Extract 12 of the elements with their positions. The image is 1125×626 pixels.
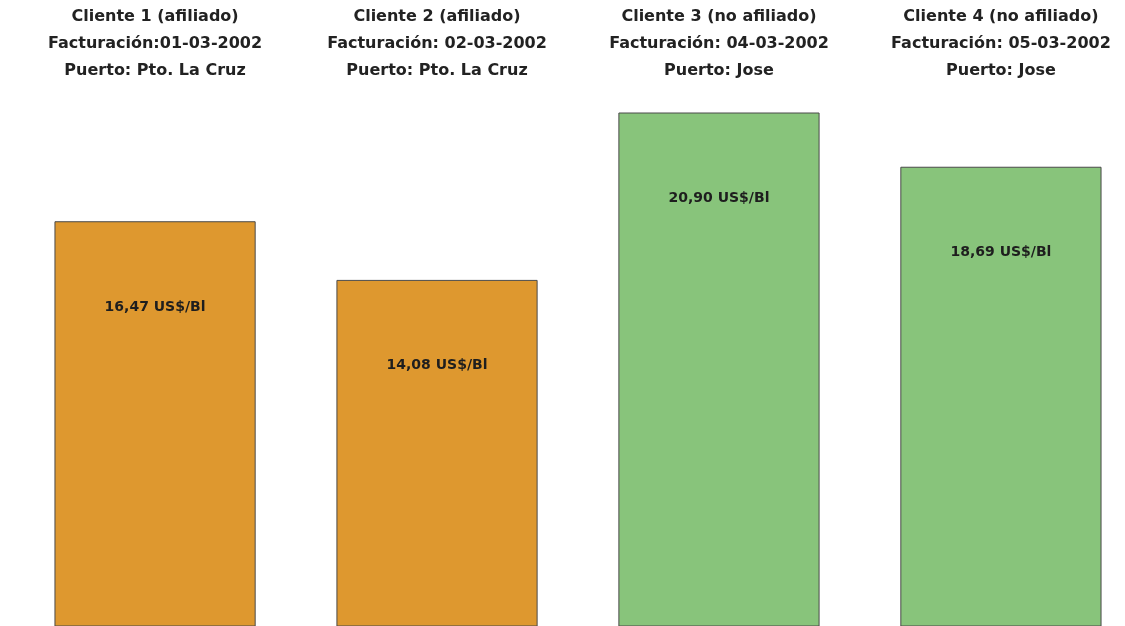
bar [54, 221, 256, 626]
data-label: 14,08 US$/Bl [386, 356, 488, 373]
data-label: 20,90 US$/Bl [668, 189, 770, 205]
bar [618, 112, 820, 626]
bar [900, 166, 1102, 626]
bar [336, 279, 538, 626]
x-tick-label: Cliente 4 (no afiliado) Facturación: 05-03-2002 Puerto: Jose [891, 5, 1111, 79]
data-label: 16,47 US$/Bl [104, 297, 206, 314]
x-tick-label: Cliente 3 (no afiliado) Facturación: 04-03-2002 Puerto: Jose [609, 5, 829, 79]
x-tick-label: Cliente 2 (afiliado) Facturación: 02-03-2002 Puerto: Pto. La Cruz [327, 5, 547, 79]
data-label: 18,69 US$/Bl [950, 243, 1052, 260]
x-tick-label: Cliente 1 (afiliado) Facturación:01-03-2002 Puerto: Pto. La Cruz [48, 5, 263, 79]
